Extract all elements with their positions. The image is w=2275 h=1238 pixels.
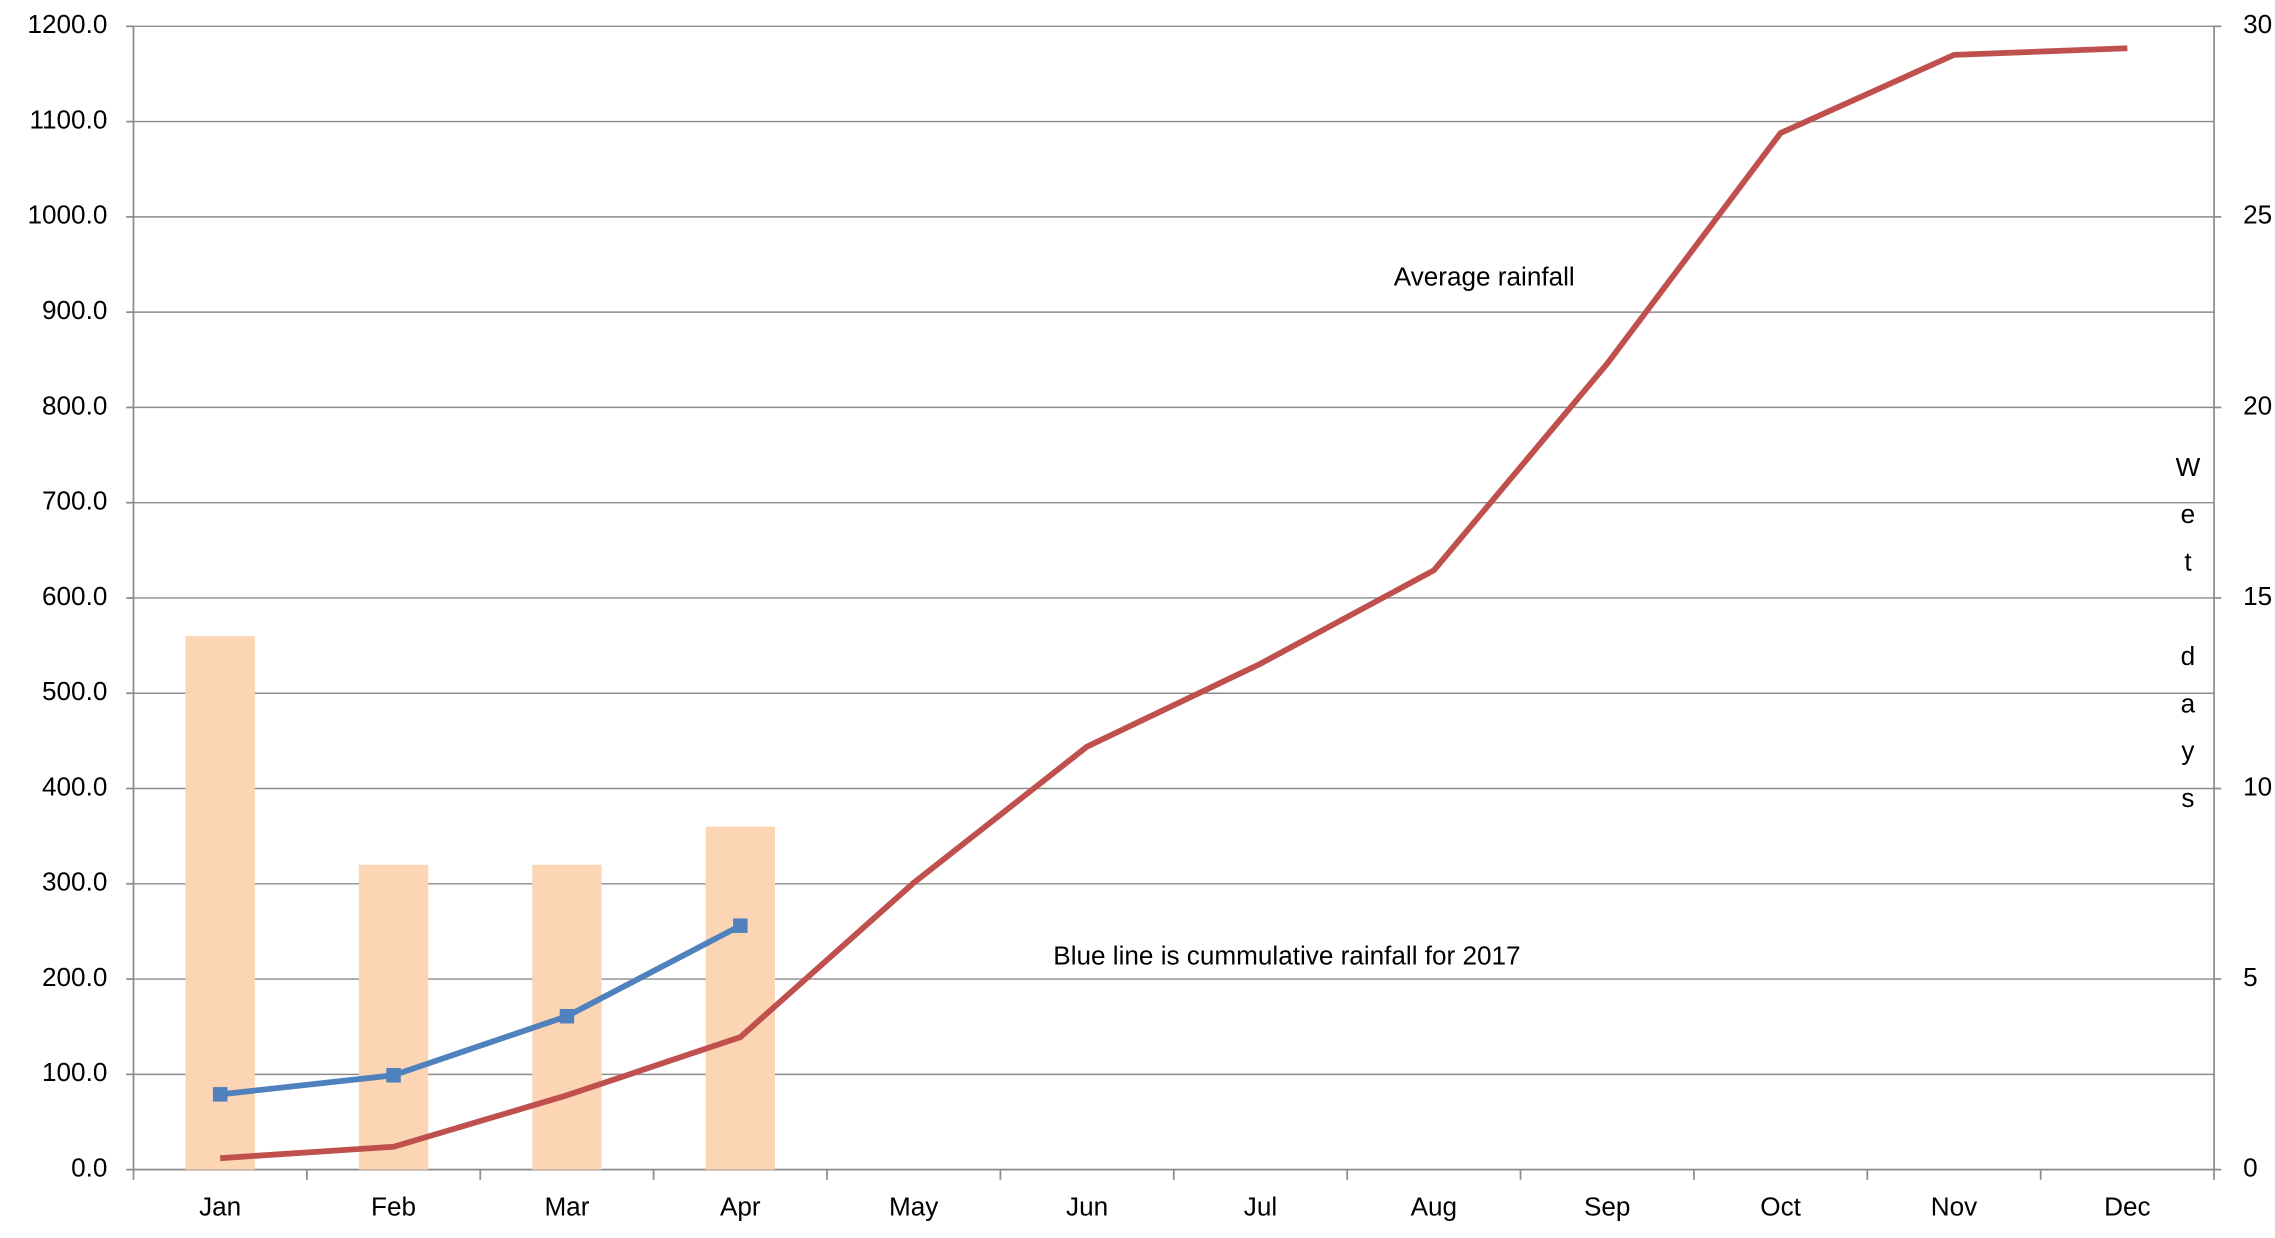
y-tick-label: 300.0	[42, 867, 107, 897]
marker	[212, 1087, 228, 1102]
y2-tick-label: 20	[2243, 390, 2272, 420]
y2-tick-label: 10	[2243, 771, 2272, 801]
y-tick-label: 100.0	[42, 1057, 107, 1087]
y-tick-label: 900.0	[42, 295, 107, 325]
bar	[705, 826, 775, 1170]
bar	[185, 636, 255, 1170]
x-tick-label: Oct	[1760, 1192, 1801, 1222]
annotation: Average rainfall	[1394, 262, 1575, 292]
line	[219, 45, 2128, 1162]
y2-tick-label: 30	[2243, 9, 2272, 39]
x-tick-label: Aug	[1411, 1192, 1457, 1222]
x-tick-label: Jul	[1244, 1192, 1277, 1222]
x-tick-label: Sep	[1584, 1192, 1630, 1222]
y-tick-label: 800.0	[42, 390, 107, 420]
bar	[358, 864, 429, 1170]
y-tick-label: 1200.0	[28, 9, 108, 39]
marker	[733, 918, 748, 933]
x-tick-label: Feb	[371, 1192, 416, 1222]
y2-tick-label: 5	[2243, 962, 2258, 992]
y-tick-label: 600.0	[42, 581, 107, 611]
x-tick-label: May	[889, 1192, 938, 1222]
y-tick-label: 200.0	[42, 962, 107, 992]
y2-tick-label: 0	[2243, 1153, 2258, 1183]
x-tick-label: Dec	[2104, 1192, 2150, 1222]
marker	[559, 1008, 575, 1024]
y-tick-label: 500.0	[42, 676, 107, 706]
y-tick-label: 1100.0	[29, 104, 107, 134]
grid-layer	[133, 25, 2215, 1171]
annotation: Blue line is cummulative rainfall for 20…	[1053, 941, 1520, 971]
y-tick-label: 400.0	[42, 771, 107, 801]
line	[219, 923, 742, 1098]
x-tick-label: Mar	[544, 1192, 589, 1222]
y2-tick-label: 15	[2243, 581, 2272, 611]
y-tick-label: 0.0	[71, 1153, 107, 1183]
x-tick-label: Jan	[199, 1192, 241, 1222]
x-tick-label: Jun	[1066, 1192, 1108, 1222]
x-tick-label: Apr	[720, 1192, 761, 1222]
y-tick-label: 700.0	[42, 486, 107, 516]
x-tick-label: Nov	[1931, 1192, 1977, 1222]
y-tick-label: 1000.0	[28, 200, 108, 230]
marker	[386, 1068, 401, 1083]
y2-tick-label: 25	[2243, 200, 2272, 230]
